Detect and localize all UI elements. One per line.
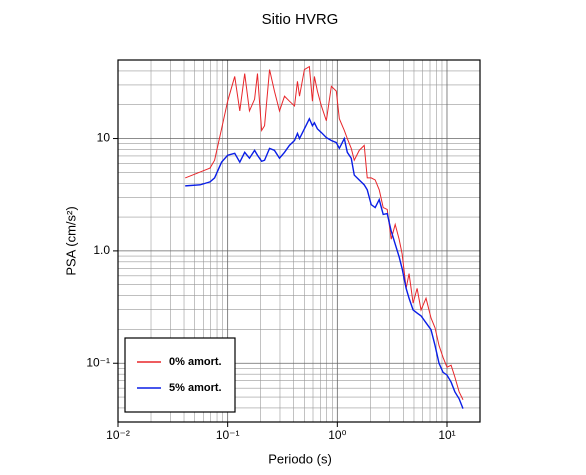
legend-label: 0% amort. [169, 356, 222, 368]
legend-label: 5% amort. [169, 382, 222, 394]
series-line [185, 65, 464, 400]
y-tick-label: 10 [97, 131, 111, 145]
x-tick-label: 10⁻¹ [216, 428, 240, 442]
x-tick-label: 10⁰ [328, 428, 346, 442]
x-tick-label: 10¹ [438, 428, 455, 442]
plot-frame [117, 59, 481, 423]
y-axis-label: PSA (cm/s²) [63, 206, 78, 275]
x-axis-label: Periodo (s) [268, 451, 332, 466]
x-tick-label: 10⁻² [106, 428, 130, 442]
y-tick-label: 1.0 [93, 243, 110, 257]
legend-box [124, 337, 236, 413]
series-line [185, 117, 464, 409]
y-tick-label: 10⁻¹ [86, 355, 110, 369]
chart-title: Sitio HVRG [262, 11, 339, 28]
